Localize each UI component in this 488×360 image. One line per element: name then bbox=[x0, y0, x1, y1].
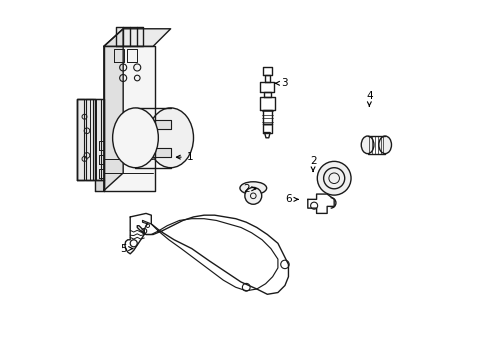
Ellipse shape bbox=[240, 182, 266, 194]
Polygon shape bbox=[153, 120, 170, 129]
Circle shape bbox=[317, 161, 350, 195]
Text: 4: 4 bbox=[366, 91, 372, 106]
Polygon shape bbox=[77, 99, 103, 180]
Polygon shape bbox=[77, 99, 83, 180]
Ellipse shape bbox=[244, 188, 261, 204]
Text: 5: 5 bbox=[120, 244, 132, 253]
Polygon shape bbox=[153, 148, 170, 157]
Polygon shape bbox=[116, 27, 142, 46]
Text: 3: 3 bbox=[275, 78, 287, 88]
Polygon shape bbox=[99, 156, 103, 164]
Polygon shape bbox=[95, 99, 101, 180]
Polygon shape bbox=[95, 180, 103, 190]
Text: 2: 2 bbox=[243, 184, 255, 194]
Polygon shape bbox=[77, 99, 95, 180]
Text: 1: 1 bbox=[176, 152, 193, 162]
Polygon shape bbox=[103, 29, 123, 190]
Polygon shape bbox=[103, 29, 170, 46]
Text: 6: 6 bbox=[285, 194, 297, 204]
Text: 2: 2 bbox=[309, 156, 316, 171]
Ellipse shape bbox=[147, 108, 193, 168]
Ellipse shape bbox=[378, 136, 391, 154]
Polygon shape bbox=[99, 170, 103, 178]
Ellipse shape bbox=[361, 136, 373, 154]
Polygon shape bbox=[103, 46, 155, 190]
Polygon shape bbox=[99, 141, 103, 150]
Ellipse shape bbox=[112, 108, 158, 168]
